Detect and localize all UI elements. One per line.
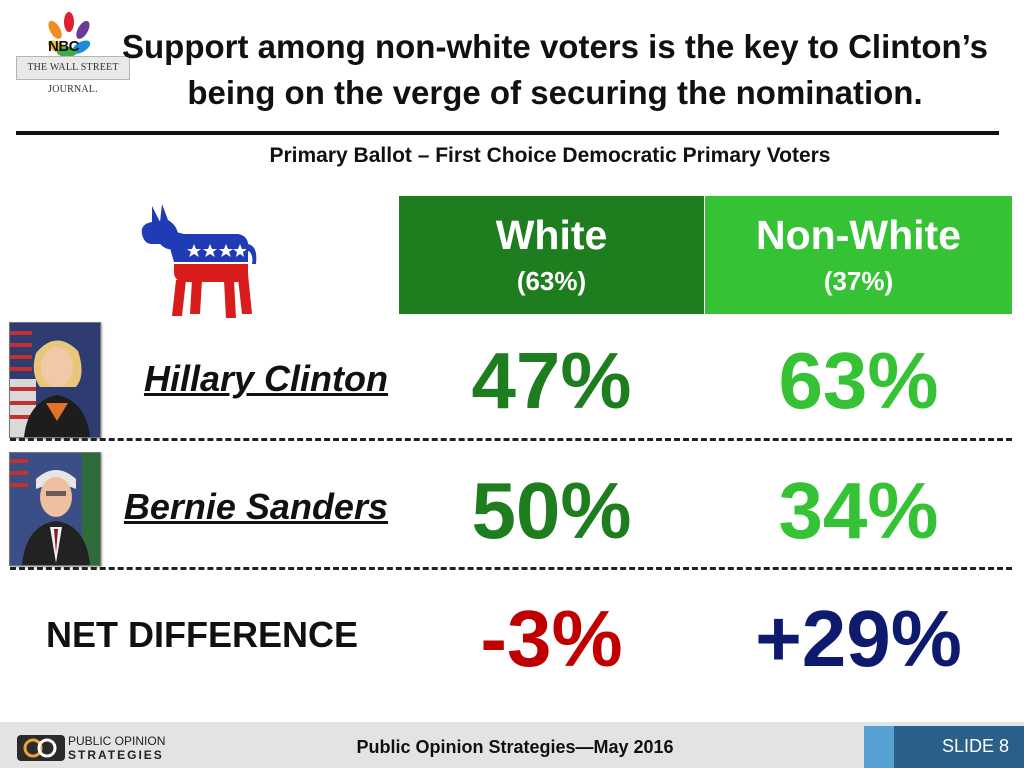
value-sanders-white: 50% (471, 466, 632, 555)
pos-logo-line1: PUBLIC OPINION (68, 734, 166, 748)
column-share-white: (63%) (516, 266, 587, 296)
bernie-sanders-photo (9, 452, 101, 566)
row-divider (10, 438, 1012, 441)
column-header-nonwhite: Non-White (37%) (705, 196, 1012, 314)
slide-number: SLIDE 8 (942, 736, 1010, 756)
value-clinton-white: 47% (471, 336, 632, 425)
title-line-2: being on the verge of securing the nomin… (187, 74, 923, 111)
footer-source: Public Opinion Strategies—May 2016 (356, 737, 674, 757)
nbc-logo-text: NBC (48, 38, 80, 55)
column-label-white: White (495, 212, 608, 258)
value-clinton-nonwhite: 63% (778, 336, 939, 425)
value-sanders-nonwhite: 34% (778, 466, 939, 555)
value-net-nonwhite: +29% (755, 594, 962, 683)
democratic-donkey-icon (141, 204, 257, 318)
value-net-white: -3% (480, 594, 623, 683)
slide-accent (864, 726, 894, 768)
pos-logo-icon (17, 735, 65, 761)
column-share-nonwhite: (37%) (823, 266, 894, 296)
title-line-1: Support among non-white voters is the ke… (122, 28, 988, 65)
nbc-logo (47, 12, 91, 57)
footer-bar (0, 722, 1024, 768)
pos-logo-line2: STRATEGIES (68, 748, 164, 762)
candidate-name-sanders: Bernie Sanders (123, 486, 388, 527)
column-label-nonwhite: Non-White (756, 212, 961, 258)
column-header-white: White (63%) (399, 196, 704, 314)
title-divider (16, 131, 999, 135)
hillary-clinton-photo (9, 322, 101, 438)
net-difference-label: NET DIFFERENCE (46, 614, 359, 655)
slide-number-box (894, 726, 1024, 768)
wsj-logo: THE WALL STREET JOURNAL. (16, 56, 130, 95)
row-divider (10, 567, 1012, 570)
subtitle: Primary Ballot – First Choice Democratic… (269, 144, 831, 167)
candidate-name-clinton: Hillary Clinton (143, 358, 388, 399)
page-title: Support among non-white voters is the ke… (90, 24, 1020, 116)
